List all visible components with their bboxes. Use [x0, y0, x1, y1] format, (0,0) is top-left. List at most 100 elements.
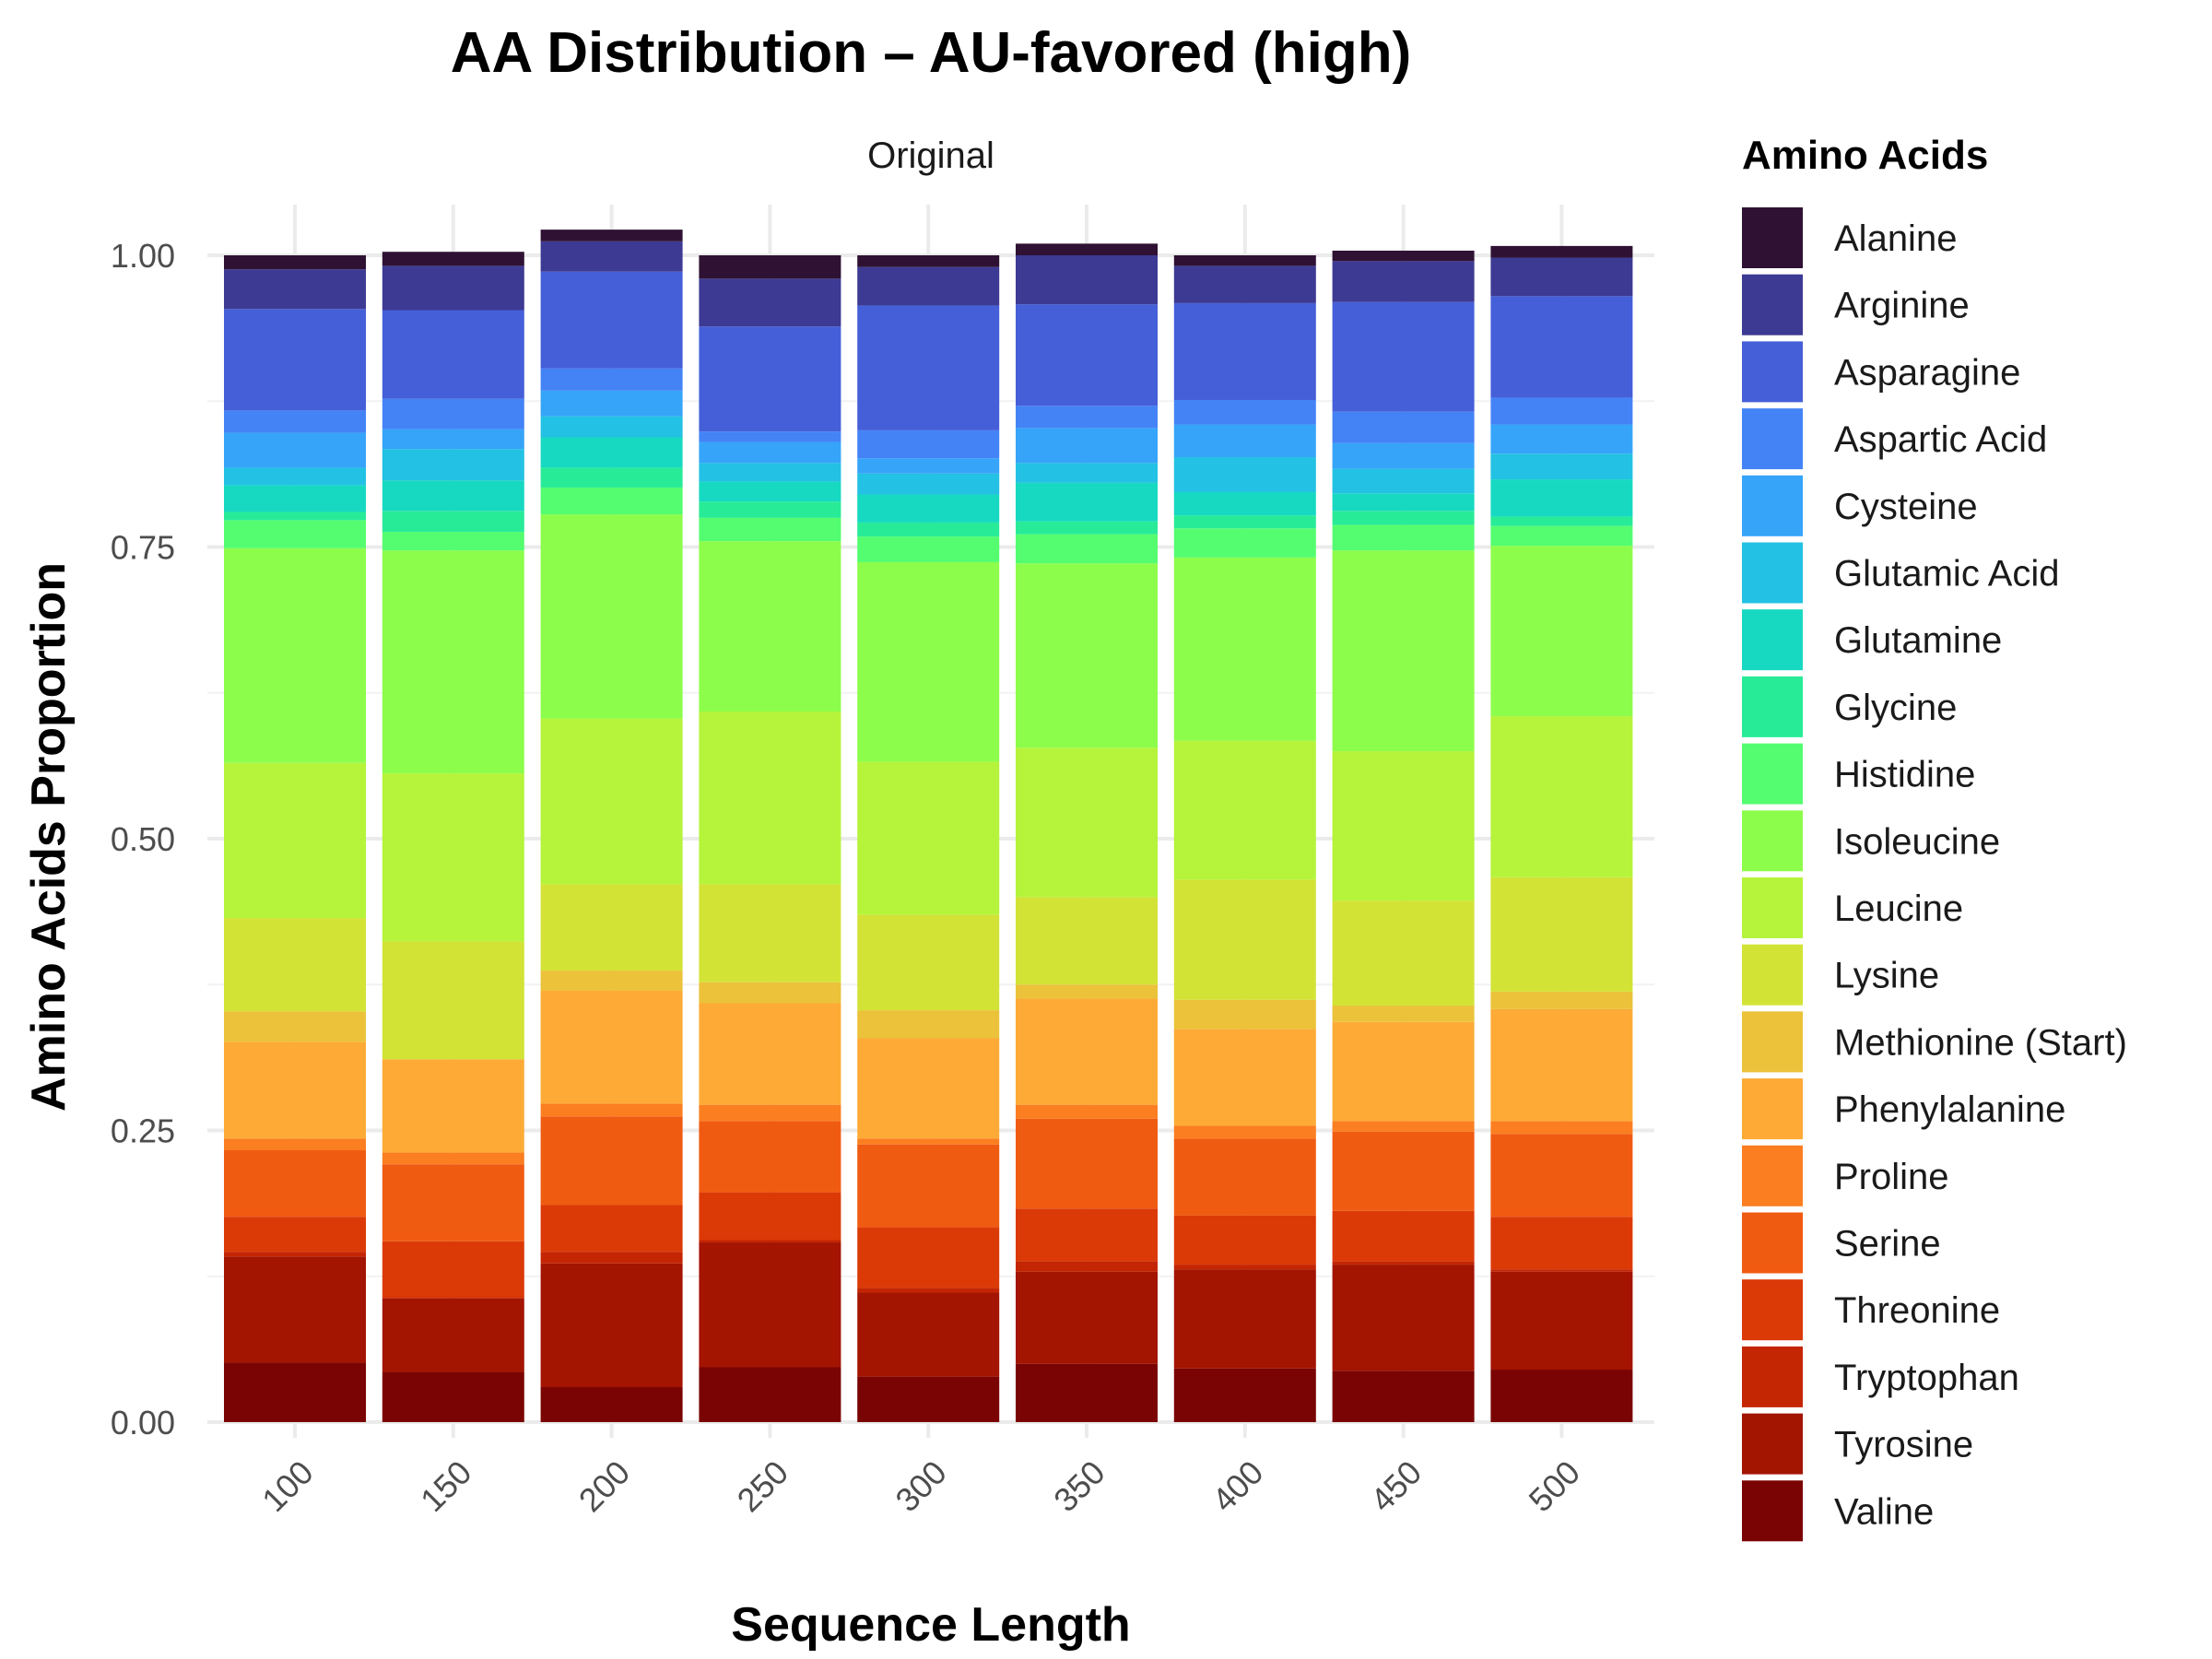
bar-stack-450	[1332, 250, 1475, 1422]
bar-segment	[1173, 528, 1316, 558]
bar-segment	[382, 550, 524, 774]
bar-segment	[382, 1241, 524, 1298]
bar-segment	[1016, 304, 1158, 406]
bar-segment	[1490, 525, 1633, 547]
bar-segment	[1490, 1269, 1633, 1272]
bar-segment	[382, 941, 524, 1060]
legend-swatch	[1742, 676, 1803, 737]
legend-item: Isoleucine	[1742, 810, 2000, 872]
legend-item: Methionine (Start)	[1742, 1011, 2127, 1073]
legend-swatch	[1742, 810, 1803, 872]
bar-segment	[699, 712, 841, 885]
bar-segment	[1490, 877, 1633, 992]
bar-segment	[1173, 457, 1316, 492]
bar-segment	[857, 1288, 1000, 1293]
bar-segment	[224, 1256, 366, 1363]
bar-segment	[1332, 751, 1475, 901]
bar-stack-250	[699, 255, 841, 1422]
bar-segment	[382, 398, 524, 429]
legend-item: Tryptophan	[1742, 1346, 2019, 1407]
bar-segment	[382, 1164, 524, 1241]
bar-segment	[857, 914, 1000, 1011]
legend-items: Alanine Arginine Asparagine Aspartic Acid Cy…	[1742, 207, 2127, 1542]
bar-segment	[1332, 442, 1475, 469]
bar-stack-500	[1490, 245, 1633, 1422]
bar-segment	[1016, 243, 1158, 255]
legend-swatch	[1742, 475, 1803, 536]
bar-segment	[1016, 428, 1158, 464]
bar-segment	[224, 512, 366, 521]
bar-segment	[540, 229, 683, 241]
bar-segment	[699, 441, 841, 464]
bar-segment	[1490, 1370, 1633, 1422]
bar-segment	[699, 1104, 841, 1122]
legend-item: Glutamine	[1742, 609, 2002, 671]
bar-segment	[1490, 479, 1633, 517]
legend-swatch	[1742, 1413, 1803, 1475]
bar-segment	[540, 416, 683, 438]
bar-segment	[540, 990, 683, 1104]
bar-stack-200	[540, 229, 683, 1422]
bar-segment	[1490, 1217, 1633, 1270]
bar-stack-400	[1173, 255, 1316, 1422]
bar-segment	[1332, 1121, 1475, 1132]
bar-segment	[540, 271, 683, 369]
y-tick-label: 0.50	[111, 820, 175, 858]
bar-segment	[857, 522, 1000, 537]
bar-segment	[1490, 257, 1633, 297]
legend-item: Arginine	[1742, 274, 1970, 335]
legend-swatch	[1742, 1480, 1803, 1542]
bar-segment	[382, 429, 524, 450]
bar-stack-300	[857, 255, 1000, 1422]
bar-segment	[1173, 424, 1316, 458]
bar-segment	[540, 884, 683, 971]
bar-segment	[1173, 740, 1316, 880]
bar-segment	[1173, 1138, 1316, 1216]
bar-segment	[1016, 463, 1158, 483]
bar-segment	[1016, 897, 1158, 985]
bar-segment	[224, 1150, 366, 1218]
bar-segment	[540, 971, 683, 991]
legend-label: Isoleucine	[1834, 821, 2000, 862]
bar-segment	[699, 326, 841, 432]
bar-segment	[1332, 1131, 1475, 1211]
bar-segment	[1016, 747, 1158, 898]
legend-item: Serine	[1742, 1212, 1941, 1274]
bar-segment	[224, 1217, 366, 1253]
bar-segment	[1173, 557, 1316, 741]
bar-segment	[540, 1205, 683, 1253]
legend-label: Cysteine	[1834, 487, 1978, 527]
x-axis-ticks: 100 150 200 250 300 350 400 450 500	[254, 1453, 1587, 1519]
bar-segment	[1016, 534, 1158, 564]
legend-label: Asparagine	[1834, 352, 2020, 393]
x-tick-label: 300	[888, 1453, 953, 1519]
bar-segment	[1173, 1125, 1316, 1139]
legend-label: Threonine	[1834, 1290, 2000, 1331]
bar-segment	[224, 1011, 366, 1042]
bar-segment	[699, 1121, 841, 1193]
legend-swatch	[1742, 609, 1803, 671]
bar-segment	[1016, 406, 1158, 429]
bar-segment	[1332, 511, 1475, 525]
legend: Amino Acids Alanine Arginine Asparagine Asp…	[1742, 133, 2127, 1542]
legend-label: Tryptophan	[1834, 1358, 2019, 1398]
legend-swatch	[1742, 1145, 1803, 1206]
bar-segment	[699, 1240, 841, 1243]
x-tick-label: 200	[571, 1453, 637, 1519]
bar-stack-350	[1016, 243, 1158, 1422]
bar-segment	[699, 463, 841, 482]
bar-segment	[224, 1041, 366, 1139]
bar-segment	[857, 1292, 1000, 1377]
bar-segment	[699, 541, 841, 712]
bar-segment	[1332, 301, 1475, 412]
legend-swatch	[1742, 274, 1803, 335]
bar-segment	[1490, 453, 1633, 480]
bar-segment	[540, 467, 683, 488]
bar-segment	[1332, 1006, 1475, 1022]
bar-segment	[1173, 265, 1316, 303]
bar-segment	[382, 480, 524, 512]
bar-segment	[1332, 493, 1475, 512]
bar-segment	[224, 547, 366, 763]
x-tick-label: 400	[1205, 1453, 1270, 1519]
